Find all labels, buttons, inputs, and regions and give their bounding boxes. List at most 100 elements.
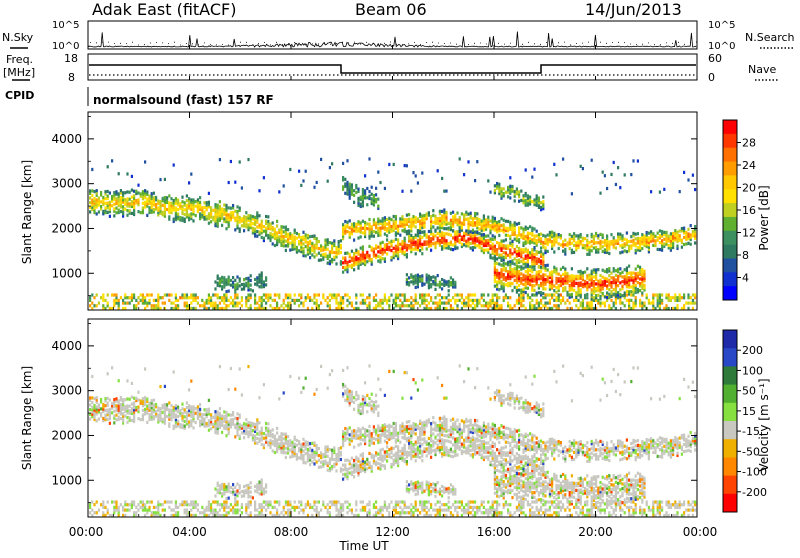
power-cell [525,270,527,273]
power-cell [595,287,597,290]
velocity-cell [232,418,234,421]
power-cell [373,235,375,238]
power-cell [206,215,208,218]
power-cell [344,182,346,185]
power-cell [564,239,566,242]
power-cell [406,253,408,256]
velocity-cell [93,404,95,407]
velocity-cell [184,415,186,418]
velocity-cell [243,490,245,493]
power-cell [276,301,278,304]
power-cell [602,250,604,253]
power-cell [450,299,452,302]
power-cell [184,201,186,204]
power-cell [498,254,500,257]
power-cell [96,293,98,296]
velocity-cell [166,415,168,418]
power-cell [617,232,619,235]
nsearch-label: N.Search [745,31,795,44]
velocity-cell [236,500,238,503]
power-cell [474,293,476,296]
power-cell [298,299,300,302]
power-cell [417,274,419,277]
velocity-cell [124,398,126,401]
power-cell [261,220,263,223]
power-cell [489,244,491,247]
power-cell [371,246,373,249]
power-cell [364,254,366,257]
power-cell [362,188,364,191]
power-cell [386,299,388,302]
power-cell [635,267,637,270]
velocity-cell [276,500,278,503]
power-cell [434,234,436,237]
velocity-cell [228,483,230,486]
power-cell [668,235,670,238]
velocity-cell [135,406,137,409]
power-cell [181,293,183,296]
power-cell [485,218,487,221]
power-cell [140,293,142,296]
power-cell [608,252,610,255]
velocity-cell [181,500,183,503]
power-cell [432,233,434,236]
power-cell [247,158,249,161]
velocity-cell [258,481,260,484]
power-cell [621,280,623,283]
velocity-cell [274,451,276,454]
power-cell [498,288,500,291]
power-cell [593,275,595,278]
velocity-cell [129,416,131,419]
power-cell [214,293,216,296]
power-cell [111,204,113,207]
power-cell [91,199,93,202]
power-cell [624,291,626,294]
velocity-cell [287,435,289,438]
power-cell [239,160,241,163]
power-cell [599,301,601,304]
power-cell [311,299,313,302]
velocity-cell [179,503,181,506]
power-cell [316,253,318,256]
power-cell [610,173,612,176]
power-cell [531,275,533,278]
power-cell [542,234,544,237]
power-cell [162,211,164,214]
power-cell [514,257,516,260]
velocity-cell [272,428,274,431]
power-cell [311,235,313,238]
power-cell [342,296,344,299]
power-cell [144,189,146,192]
power-cell [540,299,542,302]
power-cell [441,287,443,290]
velocity-cell [219,484,221,487]
power-cell [234,217,236,220]
power-cell [505,244,507,247]
power-cell [505,234,507,237]
power-cell [100,191,102,194]
power-cell [428,293,430,296]
power-cell [608,293,610,296]
power-cell [353,268,355,271]
power-cell [487,248,489,251]
power-cell [500,239,502,242]
power-cell [256,235,258,238]
power-cell [650,230,652,233]
power-cell [241,186,243,189]
power-cell [489,237,491,240]
power-cell [509,260,511,263]
power-cell [632,271,634,274]
power-cell [241,217,243,220]
power-cell [639,289,641,292]
power-cell [456,299,458,302]
power-cell [406,244,408,247]
power-cell [206,299,208,302]
power-cell [107,195,109,198]
power-cell [115,197,117,200]
power-cell [148,299,150,302]
power-cell [91,168,93,171]
power-cell [375,299,377,302]
power-cell [419,213,421,216]
power-cell [470,242,472,245]
power-cell [349,183,351,186]
